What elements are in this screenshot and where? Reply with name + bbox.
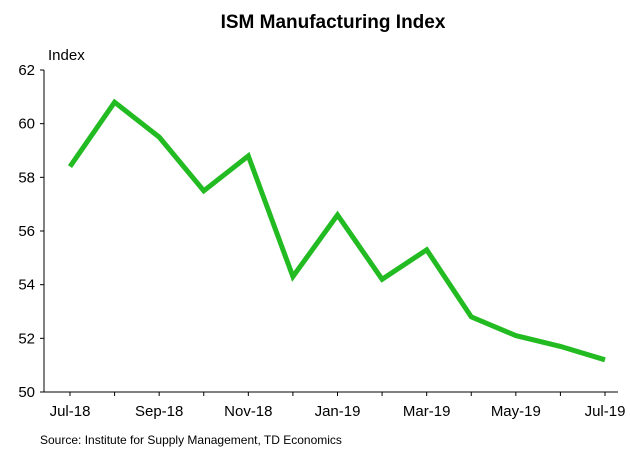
x-tick-label: Jul-19 (585, 403, 626, 420)
x-tick-label: Sep-18 (135, 403, 183, 420)
x-tick-label: Mar-19 (403, 403, 451, 420)
y-tick-label: 56 (18, 223, 35, 240)
series-group (67, 98, 606, 363)
x-axis-ticks: Jul-18 Sep-18 Nov-18 Jan-19 Mar-19 May-19 Jul-… (50, 392, 626, 420)
y-tick-label: 54 (18, 277, 35, 294)
y-tick-label: 52 (18, 330, 35, 347)
axes (43, 70, 618, 393)
x-tick-label: Nov-18 (224, 403, 272, 420)
x-tick-label: Jan-19 (315, 403, 361, 420)
x-tick-label: May-19 (491, 403, 541, 420)
y-axis-ticks: 50 52 54 56 58 60 62 (18, 62, 44, 401)
y-tick-label: 58 (18, 169, 35, 186)
y-axis-label: Index (48, 47, 85, 64)
y-tick-label: 50 (18, 384, 35, 401)
x-tick-label: Jul-18 (50, 403, 91, 420)
y-tick-label: 62 (18, 62, 35, 79)
series-line (67, 98, 606, 363)
source-note: Source: Institute for Supply Management,… (40, 433, 342, 447)
y-tick-label: 60 (18, 116, 35, 133)
chart-title: ISM Manufacturing Index (221, 12, 446, 33)
